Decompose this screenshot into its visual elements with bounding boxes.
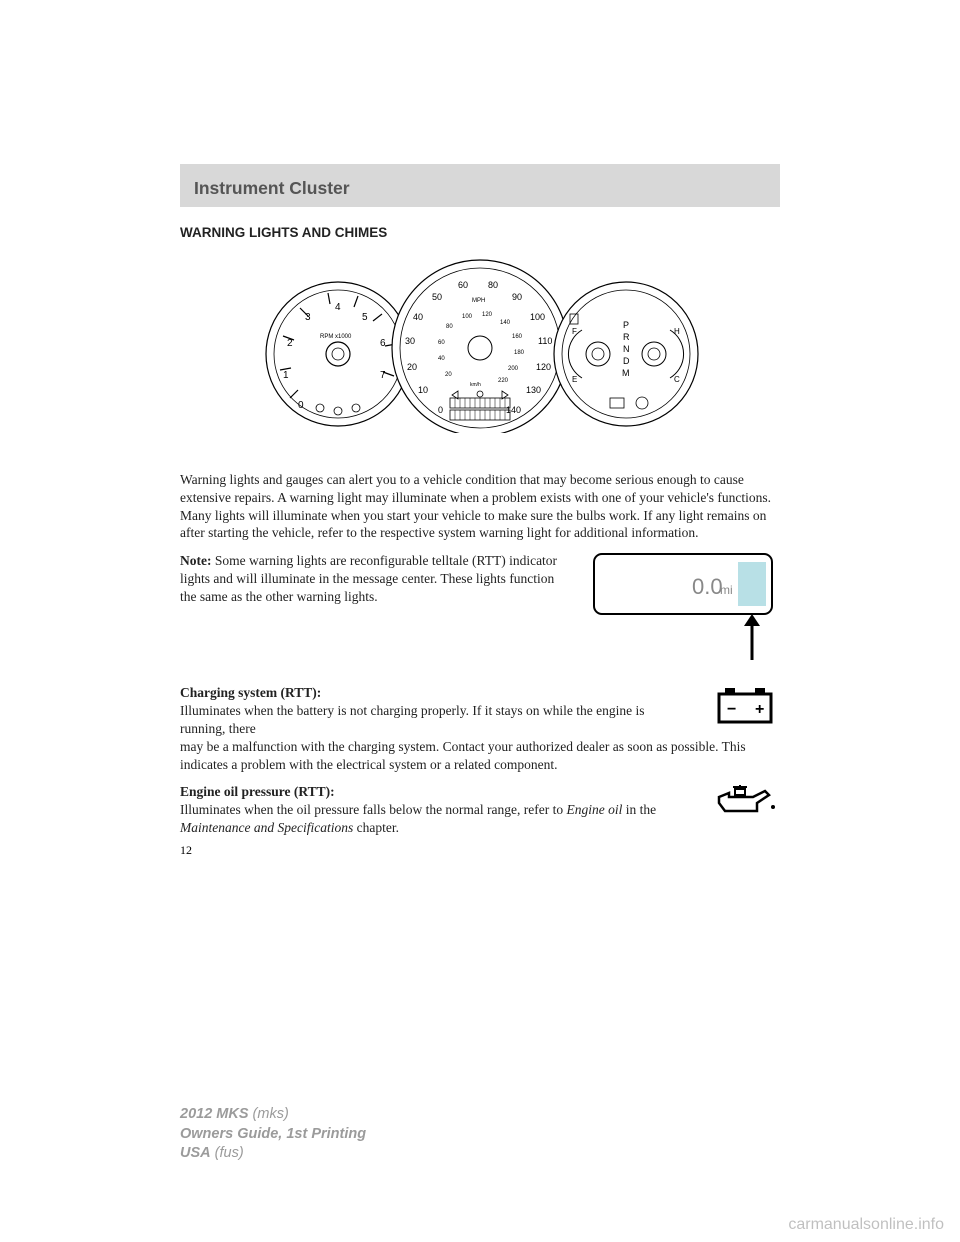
kmh-label: km/h — [470, 382, 481, 388]
svg-text:220: 220 — [498, 378, 509, 384]
note-text: Note: Some warning lights are reconfigur… — [180, 552, 574, 605]
battery-icon: − + — [710, 684, 780, 726]
tach-0: 0 — [298, 400, 304, 411]
svg-text:H: H — [674, 327, 680, 336]
oil-italic1: Engine oil — [567, 802, 623, 817]
footer-model: 2012 MKS — [180, 1106, 249, 1122]
charging-system-block: Charging system (RTT): Illuminates when … — [180, 684, 780, 737]
svg-text:160: 160 — [512, 334, 523, 340]
tachometer-gauge: 0 1 2 3 4 5 6 7 RPM x1000 — [266, 282, 410, 426]
tach-label: RPM x1000 — [320, 334, 352, 340]
speedometer-gauge: 0 10 20 30 40 50 60 80 90 100 110 120 13… — [392, 260, 568, 433]
footer-guide: Owners Guide, 1st Printing — [180, 1125, 366, 1145]
svg-text:10: 10 — [418, 385, 428, 395]
intro-paragraph: Warning lights and gauges can alert you … — [180, 471, 780, 542]
svg-text:R: R — [623, 332, 630, 342]
rtt-highlight — [738, 562, 766, 606]
svg-text:40: 40 — [438, 356, 445, 362]
rtt-value: 0.0 — [692, 574, 723, 599]
svg-text:80: 80 — [446, 324, 453, 330]
svg-text:40: 40 — [413, 312, 423, 322]
svg-text:120: 120 — [482, 312, 493, 318]
svg-text:M: M — [622, 368, 630, 378]
svg-text:D: D — [623, 356, 630, 366]
oil-italic2: Maintenance and Specifications — [180, 820, 353, 835]
note-body: Some warning lights are reconfigurable t… — [180, 553, 557, 604]
instrument-cluster-figure: 0 1 2 3 4 5 6 7 RPM x1000 0 10 20 30 40 — [250, 258, 710, 433]
oilcan-icon — [710, 783, 780, 821]
note-block: Note: Some warning lights are reconfigur… — [180, 552, 780, 662]
watermark: carmanualsonline.info — [788, 1216, 944, 1234]
svg-text:N: N — [623, 344, 630, 354]
footer-region-code: (fus) — [211, 1145, 244, 1161]
header-title: Instrument Cluster — [194, 178, 766, 199]
note-label: Note: — [180, 553, 211, 568]
charging-continuation: may be a malfunction with the charging s… — [180, 738, 780, 774]
svg-text:50: 50 — [432, 292, 442, 302]
rtt-display-figure: 0.0 mi — [592, 552, 780, 662]
svg-text:20: 20 — [407, 362, 417, 372]
fuel-temp-gauge: F E H C P R N D M — [554, 282, 698, 426]
mph-label: MPH — [472, 298, 485, 304]
svg-text:E: E — [572, 375, 577, 384]
svg-text:100: 100 — [530, 312, 545, 322]
tach-4: 4 — [335, 302, 341, 313]
svg-text:90: 90 — [512, 292, 522, 302]
charging-title: Charging system (RTT): — [180, 685, 321, 700]
tach-7: 7 — [380, 370, 386, 381]
svg-text:120: 120 — [536, 362, 551, 372]
charging-text: Charging system (RTT): Illuminates when … — [180, 684, 692, 737]
svg-text:60: 60 — [458, 280, 468, 290]
rtt-unit: mi — [720, 583, 733, 597]
svg-text:0: 0 — [438, 405, 443, 415]
header-bar: Instrument Cluster — [180, 164, 780, 207]
svg-text:20: 20 — [445, 372, 452, 378]
oil-title: Engine oil pressure (RTT): — [180, 784, 335, 799]
oil-tail: chapter. — [353, 820, 399, 835]
oil-pressure-block: Engine oil pressure (RTT): Illuminates w… — [180, 783, 780, 836]
footer-region: USA — [180, 1145, 211, 1161]
svg-text:180: 180 — [514, 350, 525, 356]
svg-text:60: 60 — [438, 340, 445, 346]
oil-mid: in the — [622, 802, 656, 817]
svg-text:130: 130 — [526, 385, 541, 395]
tach-1: 1 — [283, 370, 289, 381]
manual-page: Instrument Cluster WARNING LIGHTS AND CH… — [0, 0, 960, 918]
footer-model-code: (mks) — [249, 1106, 289, 1122]
svg-text:200: 200 — [508, 366, 519, 372]
section-heading: WARNING LIGHTS AND CHIMES — [180, 225, 780, 240]
svg-text:30: 30 — [405, 336, 415, 346]
svg-text:F: F — [572, 327, 577, 336]
svg-text:P: P — [623, 320, 629, 330]
svg-text:140: 140 — [500, 320, 511, 326]
svg-text:C: C — [674, 375, 680, 384]
svg-text:80: 80 — [488, 280, 498, 290]
svg-text:100: 100 — [462, 314, 473, 320]
tach-5: 5 — [362, 312, 368, 323]
tach-6: 6 — [380, 338, 386, 349]
oil-lead: Illuminates when the oil pressure falls … — [180, 802, 567, 817]
tach-2: 2 — [287, 338, 293, 349]
charging-lead: Illuminates when the battery is not char… — [180, 703, 645, 736]
svg-text:110: 110 — [538, 336, 552, 346]
svg-text:−: − — [727, 701, 736, 718]
page-number: 12 — [180, 843, 780, 858]
oil-text: Engine oil pressure (RTT): Illuminates w… — [180, 783, 692, 836]
footer-block: 2012 MKS (mks) Owners Guide, 1st Printin… — [180, 1105, 366, 1164]
tach-3: 3 — [305, 312, 311, 323]
svg-text:+: + — [755, 701, 764, 718]
